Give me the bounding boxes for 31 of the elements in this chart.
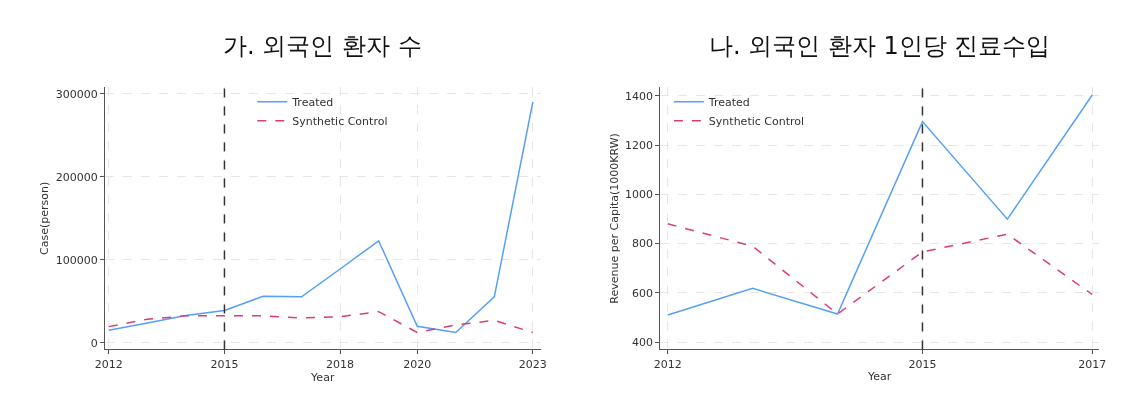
- x-tick-label: 2012: [94, 357, 123, 371]
- y-tick-label: 100000: [55, 253, 98, 267]
- y-tick-label: 600: [631, 286, 653, 300]
- line-series: [666, 223, 1094, 315]
- y-tick-label: 800: [631, 237, 653, 251]
- legend-label: Treated: [291, 96, 334, 110]
- chart-title: 나. 외국인 환자 1인당 진료수입: [709, 32, 1051, 60]
- y-tick-label: 1200: [624, 138, 653, 152]
- y-tick-label: 200000: [55, 170, 98, 184]
- x-tick-label: 2018: [326, 357, 355, 371]
- y-tick-label: 1400: [624, 89, 653, 103]
- y-tick-label: 1000: [624, 188, 653, 202]
- line-series: [108, 310, 534, 334]
- x-tick-label: 2015: [210, 357, 239, 371]
- x-tick-label: 2017: [1078, 357, 1107, 371]
- x-tick-label: 2012: [653, 357, 682, 371]
- x-tick-label: 2023: [518, 357, 547, 371]
- chart-title: 가. 외국인 환자 수: [223, 32, 422, 60]
- x-axis-title: Year: [866, 369, 892, 383]
- legend-label: Synthetic Control: [708, 115, 805, 129]
- y-axis-title: Case(person): [38, 181, 52, 256]
- y-tick-label: 400: [631, 335, 653, 349]
- legend-label: Synthetic Control: [292, 115, 388, 129]
- y-tick-label: 0: [90, 336, 98, 350]
- line-series: [666, 94, 1094, 316]
- y-axis-title: Revenue per Capita(1000KRW): [607, 133, 621, 304]
- x-axis-title: Year: [310, 370, 335, 384]
- x-tick-label: 2015: [908, 357, 937, 371]
- legend-label: Treated: [707, 96, 750, 110]
- x-tick-label: 2020: [403, 357, 432, 371]
- y-tick-label: 300000: [55, 87, 98, 101]
